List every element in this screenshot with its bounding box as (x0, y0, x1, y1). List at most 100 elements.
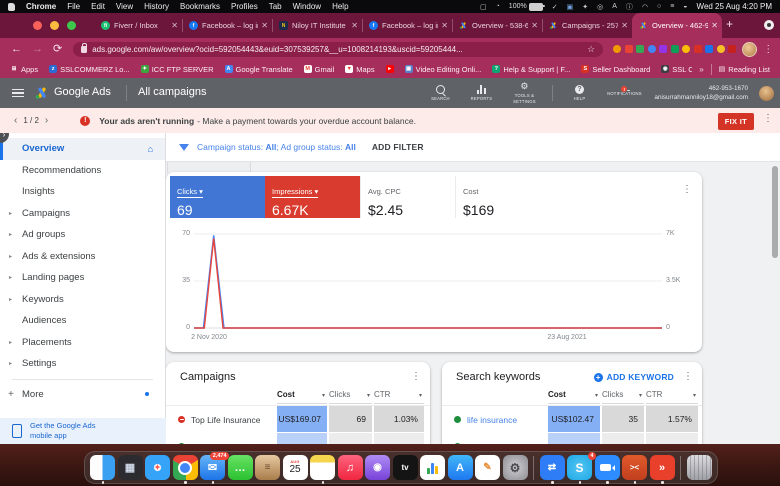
compass-menubar-icon[interactable]: ◔ (496, 3, 500, 10)
dock-icon-pages[interactable]: ✎ (475, 455, 500, 480)
extension-icon[interactable] (728, 45, 736, 53)
account-avatar[interactable] (759, 86, 774, 101)
dock-icon-mail[interactable]: ✉2,474 (200, 455, 225, 480)
media-menubar-icon[interactable]: ✦ (582, 3, 588, 11)
alert-next-icon[interactable]: › (45, 115, 48, 126)
bookmark-item[interactable]: ✦ICC FTP SERVER (141, 65, 214, 74)
reports-button[interactable]: REPORTS (466, 85, 496, 101)
sidebar-item-ads-extensions[interactable]: ▸Ads & extensions (0, 246, 165, 268)
browser-tab[interactable]: NNiloy IT Institute | Y✕ (272, 13, 362, 38)
bookmark-star-icon[interactable]: ☆ (587, 44, 595, 55)
bookmark-item[interactable]: ▣Video Editing Onli... (405, 65, 482, 74)
metric-impressions[interactable]: Impressions ▾6.67K (265, 176, 360, 218)
record-menubar-icon[interactable]: ◎ (597, 3, 603, 11)
metric-avg-cpc[interactable]: Avg. CPC$2.45 (360, 176, 455, 218)
menubar-item-bookmarks[interactable]: Bookmarks (180, 2, 220, 11)
browser-tab[interactable]: Campaigns - 257-9✕ (542, 13, 632, 38)
window-close-button[interactable] (33, 21, 42, 30)
zoom-app-menubar-icon[interactable]: ▢ (480, 3, 487, 11)
dock-icon-remote-desktop[interactable]: >< (622, 455, 647, 480)
reload-button[interactable]: ⟳ (53, 44, 62, 55)
tab-close-icon[interactable]: ✕ (621, 21, 628, 30)
dock-icon-podcasts[interactable]: ◉ (365, 455, 390, 480)
tab-close-icon[interactable]: ✕ (531, 21, 538, 30)
extension-icon[interactable] (636, 45, 644, 53)
apple-menu-icon[interactable] (8, 3, 15, 11)
menubar-item-file[interactable]: File (67, 2, 80, 11)
extension-icon[interactable] (613, 45, 621, 53)
hamburger-menu-icon[interactable] (12, 89, 24, 97)
info-menubar-icon[interactable]: ⓘ (626, 2, 633, 12)
notifications-button[interactable]: ! NOTIFICATIONS (605, 89, 643, 96)
extension-icon[interactable] (705, 45, 713, 53)
dock-icon-safari[interactable]: ✦ (145, 455, 170, 480)
sidebar-item-audiences[interactable]: Audiences (0, 310, 165, 332)
bookmark-item[interactable]: ▸ (386, 65, 394, 73)
dock-icon-app-store[interactable]: A (448, 455, 473, 480)
column-header-cost[interactable]: Cost▾ (277, 390, 327, 404)
control-center-icon[interactable]: ≡ (670, 3, 674, 10)
bookmark-item[interactable]: ◉SSL Comerce Panel (661, 65, 692, 74)
metric-cost[interactable]: Cost$169 (455, 176, 550, 218)
dock-icon-apple-tv[interactable]: tv (393, 455, 418, 480)
menubar-item-edit[interactable]: Edit (91, 2, 105, 11)
url-text[interactable]: ads.google.com/aw/overview?ocid=59205444… (92, 45, 581, 54)
add-filter-button[interactable]: ADD FILTER (372, 142, 424, 152)
bookmark-item[interactable]: MGmail (304, 65, 335, 74)
sidebar-item-recommendations[interactable]: Recommendations (0, 160, 165, 182)
forward-button[interactable]: → (32, 44, 43, 55)
search-button[interactable]: SEARCH (425, 85, 455, 101)
dock-icon-music[interactable]: ♫ (338, 455, 363, 480)
browser-tab[interactable]: Overview - 462-95✕ (632, 13, 722, 38)
sidebar-item-landing-pages[interactable]: ▸Landing pages (0, 267, 165, 289)
extension-icon[interactable] (682, 45, 690, 53)
dock-icon-numbers[interactable] (420, 455, 445, 480)
tab-close-icon[interactable]: ✕ (351, 21, 358, 30)
dock-icon-finder[interactable] (90, 455, 115, 480)
tab-close-icon[interactable]: ✕ (261, 21, 268, 30)
dock-pref-icon[interactable]: ▣ (567, 3, 574, 11)
dock-icon-launchpad[interactable]: ▦ (118, 455, 143, 480)
dock-icon-teamviewer[interactable]: ⇄ (540, 455, 565, 480)
extension-icon[interactable] (717, 45, 725, 53)
sidebar-item-ad-groups[interactable]: ▸Ad groups (0, 224, 165, 246)
extension-icon[interactable] (659, 45, 667, 53)
menubar-item-chrome[interactable]: Chrome (26, 2, 56, 11)
column-header-clicks[interactable]: Clicks▾ (602, 390, 644, 404)
sidebar-item-insights[interactable]: Insights (0, 181, 165, 203)
bookmark-item[interactable]: zSSLCOMMERZ Lo... (49, 65, 130, 74)
address-bar[interactable]: ads.google.com/aw/overview?ocid=59205444… (73, 42, 603, 57)
bookmark-item[interactable]: AGoogle Translate (225, 65, 293, 74)
keywords-card-menu-icon[interactable]: ⋮ (683, 371, 693, 382)
browser-tab[interactable]: Overview - 538-68✕ (452, 13, 542, 38)
window-minimize-button[interactable] (50, 21, 59, 30)
menubar-clock[interactable]: Wed 25 Aug 4:20 PM (697, 2, 772, 11)
bookmark-item[interactable]: ⊞Apps (10, 65, 38, 74)
dock-icon-zoom[interactable] (595, 455, 620, 480)
tab-close-icon[interactable]: ✕ (441, 21, 448, 30)
dock-icon-contacts[interactable]: ≡ (255, 455, 280, 480)
bookmark-item[interactable]: ?Help & Support | F... (492, 65, 570, 74)
new-tab-button[interactable]: + (726, 17, 733, 31)
chrome-menu-icon[interactable]: ⋮ (763, 44, 773, 55)
sidebar-item-more[interactable]: + More (0, 384, 165, 405)
column-header-ctr[interactable]: CTR▾ (374, 390, 424, 404)
menubar-item-history[interactable]: History (144, 2, 169, 11)
extension-icon[interactable] (648, 45, 656, 53)
tools-settings-button[interactable]: ⚙ TOOLS & SETTINGS (507, 82, 541, 104)
add-keyword-button[interactable]: + ADD KEYWORD (594, 372, 674, 382)
browser-tab[interactable]: fFacebook – log in o✕ (362, 13, 452, 38)
dock-icon-messages[interactable]: … (228, 455, 253, 480)
bookmark-item[interactable]: SSeller Dashboard (581, 65, 650, 74)
alert-prev-icon[interactable]: ‹ (14, 115, 17, 126)
table-row[interactable]: Top Life InsuranceUS$169.07691.03% (166, 406, 430, 433)
dock-icon-notes[interactable] (310, 455, 335, 480)
extension-icon[interactable] (625, 45, 633, 53)
tab-search-icon[interactable] (764, 20, 774, 30)
spotlight-icon[interactable]: ○ (657, 3, 661, 10)
column-header-cost[interactable]: Cost▾ (548, 390, 600, 404)
bookmarks-overflow-icon[interactable]: » (699, 65, 703, 74)
overview-card-menu-icon[interactable]: ⋮ (682, 184, 692, 195)
sidebar-item-overview[interactable]: Overview⌂ (0, 138, 165, 160)
help-button[interactable]: ? HELP (564, 85, 594, 101)
